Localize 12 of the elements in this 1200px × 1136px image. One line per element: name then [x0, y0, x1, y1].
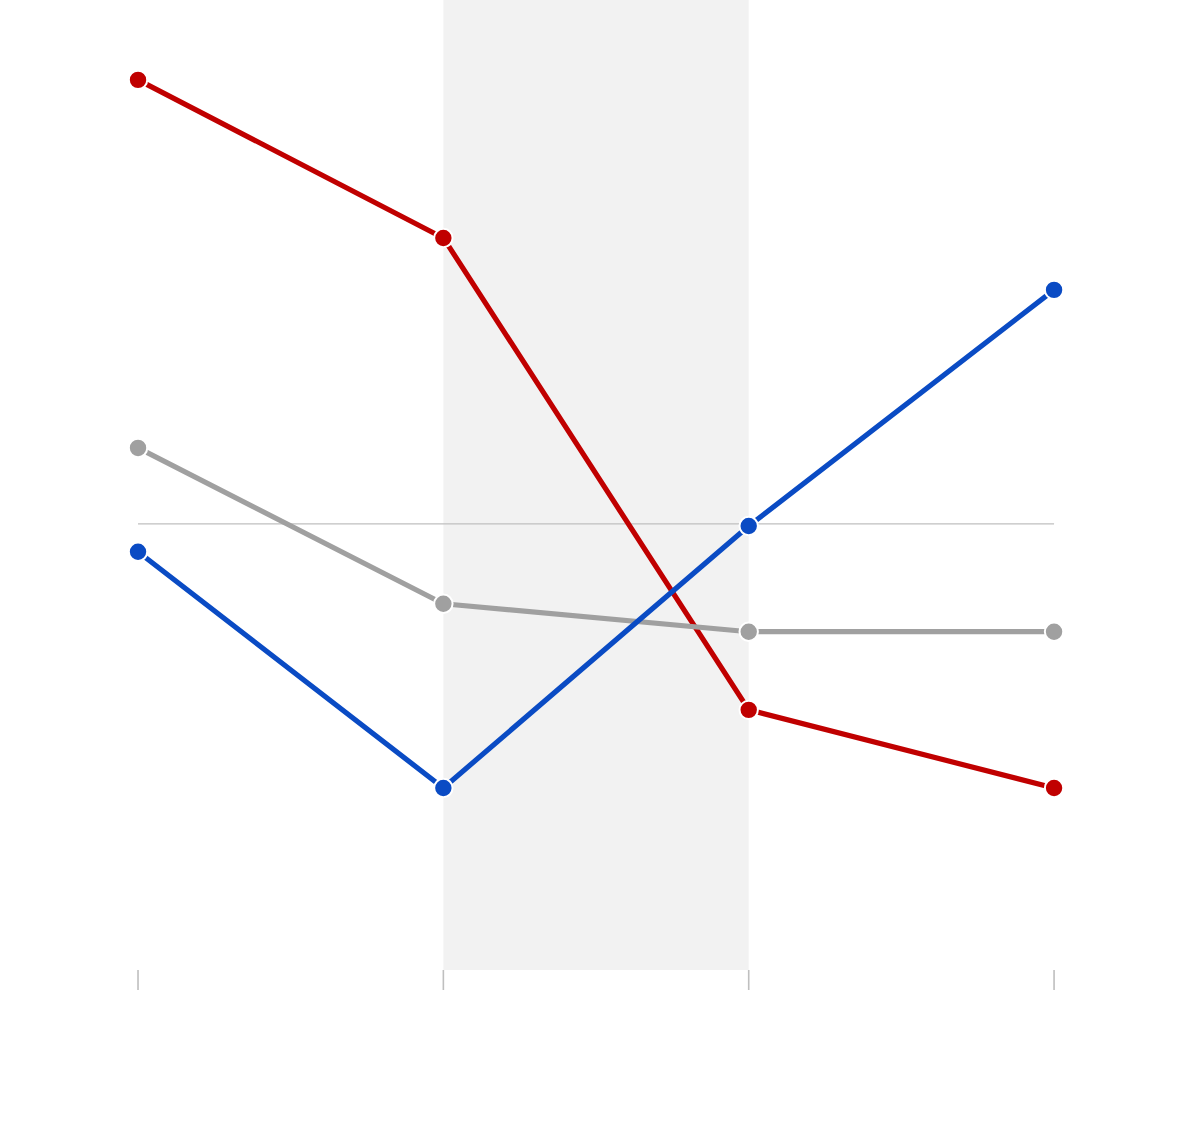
point — [738, 621, 759, 642]
point — [433, 777, 454, 799]
point — [433, 593, 454, 614]
point — [127, 69, 149, 91]
point — [127, 437, 149, 459]
point — [1043, 279, 1065, 301]
point — [1043, 621, 1065, 642]
point — [1043, 777, 1065, 799]
point — [433, 227, 454, 249]
point — [738, 699, 759, 721]
point — [738, 515, 759, 537]
point — [127, 541, 149, 563]
